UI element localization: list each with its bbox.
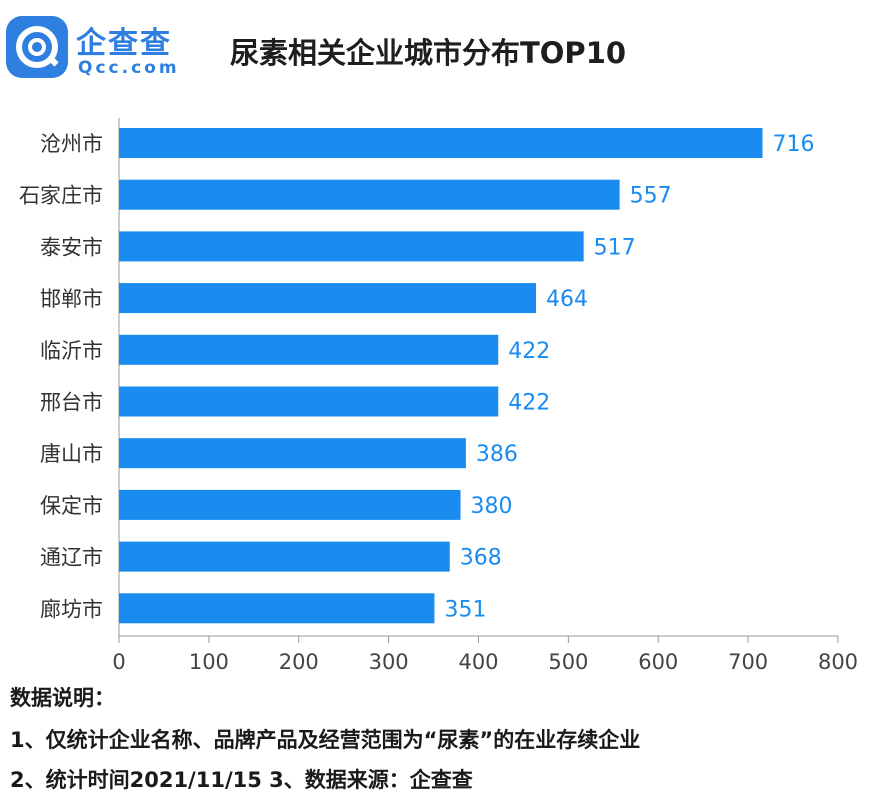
x-tick-label: 700: [728, 650, 768, 674]
category-label: 临沂市: [40, 339, 103, 363]
category-label: 廊坊市: [40, 597, 103, 621]
bar: [119, 489, 461, 520]
notes-line-2: 2、统计时间2021/11/15 3、数据来源：企查查: [10, 768, 473, 792]
category-label: 邢台市: [40, 391, 103, 415]
category-label: 唐山市: [40, 442, 103, 466]
x-tick-label: 200: [279, 650, 319, 674]
category-label: 泰安市: [40, 235, 103, 259]
bar: [119, 128, 763, 158]
data-label: 464: [546, 287, 588, 312]
data-label: 351: [444, 597, 486, 622]
x-tick-label: 800: [818, 650, 858, 674]
data-label: 557: [630, 184, 672, 209]
data-label: 716: [773, 132, 815, 157]
notes-line-1: 1、仅统计企业名称、品牌产品及经营范围为“尿素”的在业存续企业: [10, 728, 641, 752]
notes-heading: 数据说明：: [10, 686, 115, 710]
x-tick-label: 400: [458, 650, 498, 674]
x-tick-label: 600: [638, 650, 678, 674]
bar: [119, 231, 584, 262]
category-label: 石家庄市: [19, 184, 103, 208]
bar: [119, 386, 499, 417]
category-label: 通辽市: [40, 546, 103, 570]
qcc-logo: 企查查 Qcc.com: [4, 10, 194, 86]
category-label: 沧州市: [40, 132, 103, 156]
category-label: 保定市: [40, 494, 103, 518]
logo-brand-en: Qcc.com: [78, 58, 180, 78]
logo-brand-cn: 企查查: [76, 26, 172, 61]
data-label: 422: [508, 391, 550, 416]
data-label: 422: [508, 339, 550, 364]
data-label: 386: [476, 442, 518, 467]
bar: [119, 593, 435, 624]
qcc-logo-icon: [6, 16, 68, 78]
bar: [119, 334, 499, 365]
bar: [119, 283, 537, 314]
x-tick-label: 300: [369, 650, 409, 674]
bar: [119, 541, 450, 572]
data-label: 368: [460, 546, 502, 571]
data-label: 380: [471, 494, 513, 519]
data-label: 517: [594, 235, 636, 260]
x-tick-label: 500: [548, 650, 588, 674]
x-tick-label: 100: [189, 650, 229, 674]
x-tick-label: 0: [112, 650, 125, 674]
bar: [119, 438, 466, 469]
bar: [119, 179, 620, 210]
chart-title: 尿素相关企业城市分布TOP10: [230, 36, 627, 70]
category-label: 邯郸市: [40, 287, 103, 311]
